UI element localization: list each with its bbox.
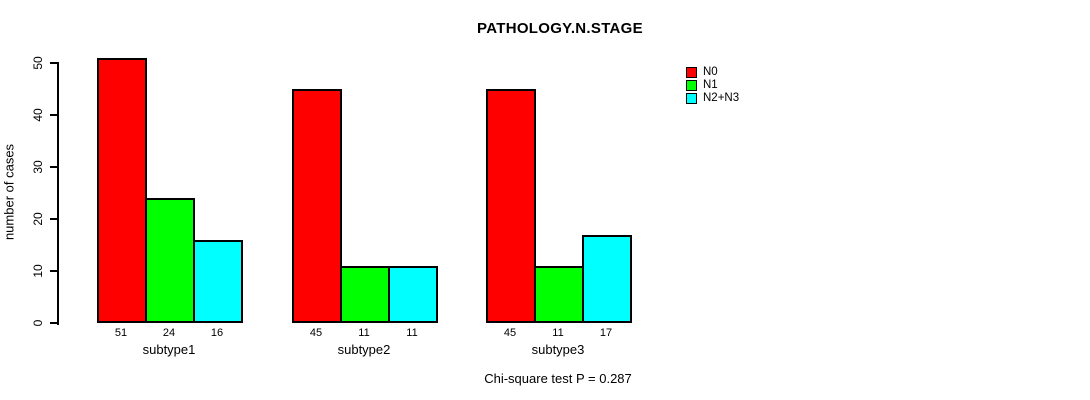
legend-label: N1 xyxy=(703,79,718,91)
legend-item: N1 xyxy=(686,79,739,92)
bar-subtype1-N0 xyxy=(97,58,147,323)
y-tick-mark xyxy=(50,270,58,272)
y-tick-mark xyxy=(50,114,58,116)
bar-value-label: 45 xyxy=(309,327,323,339)
legend-swatch xyxy=(686,80,697,91)
legend-item: N0 xyxy=(686,66,739,79)
bar-subtype2-N0 xyxy=(292,89,342,323)
bar-subtype3-N1 xyxy=(534,266,584,323)
bar-subtype3-N0 xyxy=(486,89,536,323)
bar-value-label: 16 xyxy=(210,327,224,339)
y-axis-title: number of cases xyxy=(1,143,17,241)
bar-subtype2-N1 xyxy=(340,266,390,323)
category-label-subtype3: subtype3 xyxy=(531,342,585,357)
bar-value-label: 11 xyxy=(358,327,370,339)
y-tick-mark xyxy=(50,322,58,324)
legend-item: N2+N3 xyxy=(686,92,739,105)
bar-value-label: 45 xyxy=(503,327,517,339)
legend-swatch xyxy=(686,67,697,78)
y-tick-label: 40 xyxy=(31,108,45,122)
bar-value-label: 11 xyxy=(552,327,564,339)
y-tick-label: 0 xyxy=(31,319,45,327)
bar-value-label: 51 xyxy=(114,327,128,339)
legend: N0 N1 N2+N3 xyxy=(686,66,739,105)
bar-subtype1-N2+N3 xyxy=(193,240,243,323)
chart-title: PATHOLOGY.N.STAGE xyxy=(477,20,643,37)
bar-subtype2-N2+N3 xyxy=(388,266,438,323)
bar-subtype1-N1 xyxy=(145,198,195,323)
y-tick-mark xyxy=(50,62,58,64)
y-tick-label: 50 xyxy=(31,56,45,70)
category-label-subtype2: subtype2 xyxy=(337,342,391,357)
bar-value-label: 17 xyxy=(599,327,613,339)
y-tick-mark xyxy=(50,218,58,220)
y-tick-label: 30 xyxy=(31,160,45,174)
bar-value-label: 11 xyxy=(406,327,418,339)
category-label-subtype1: subtype1 xyxy=(142,342,196,357)
y-tick-mark xyxy=(50,166,58,168)
y-tick-label: 10 xyxy=(31,264,45,278)
legend-label: N2+N3 xyxy=(703,92,740,104)
legend-swatch xyxy=(686,93,697,104)
chi-square-note: Chi-square test P = 0.287 xyxy=(484,371,632,386)
bar-subtype3-N2+N3 xyxy=(582,235,632,323)
y-axis-line xyxy=(57,62,59,325)
bar-value-label: 24 xyxy=(162,327,176,339)
legend-label: N0 xyxy=(703,66,718,78)
y-tick-label: 20 xyxy=(31,212,45,226)
